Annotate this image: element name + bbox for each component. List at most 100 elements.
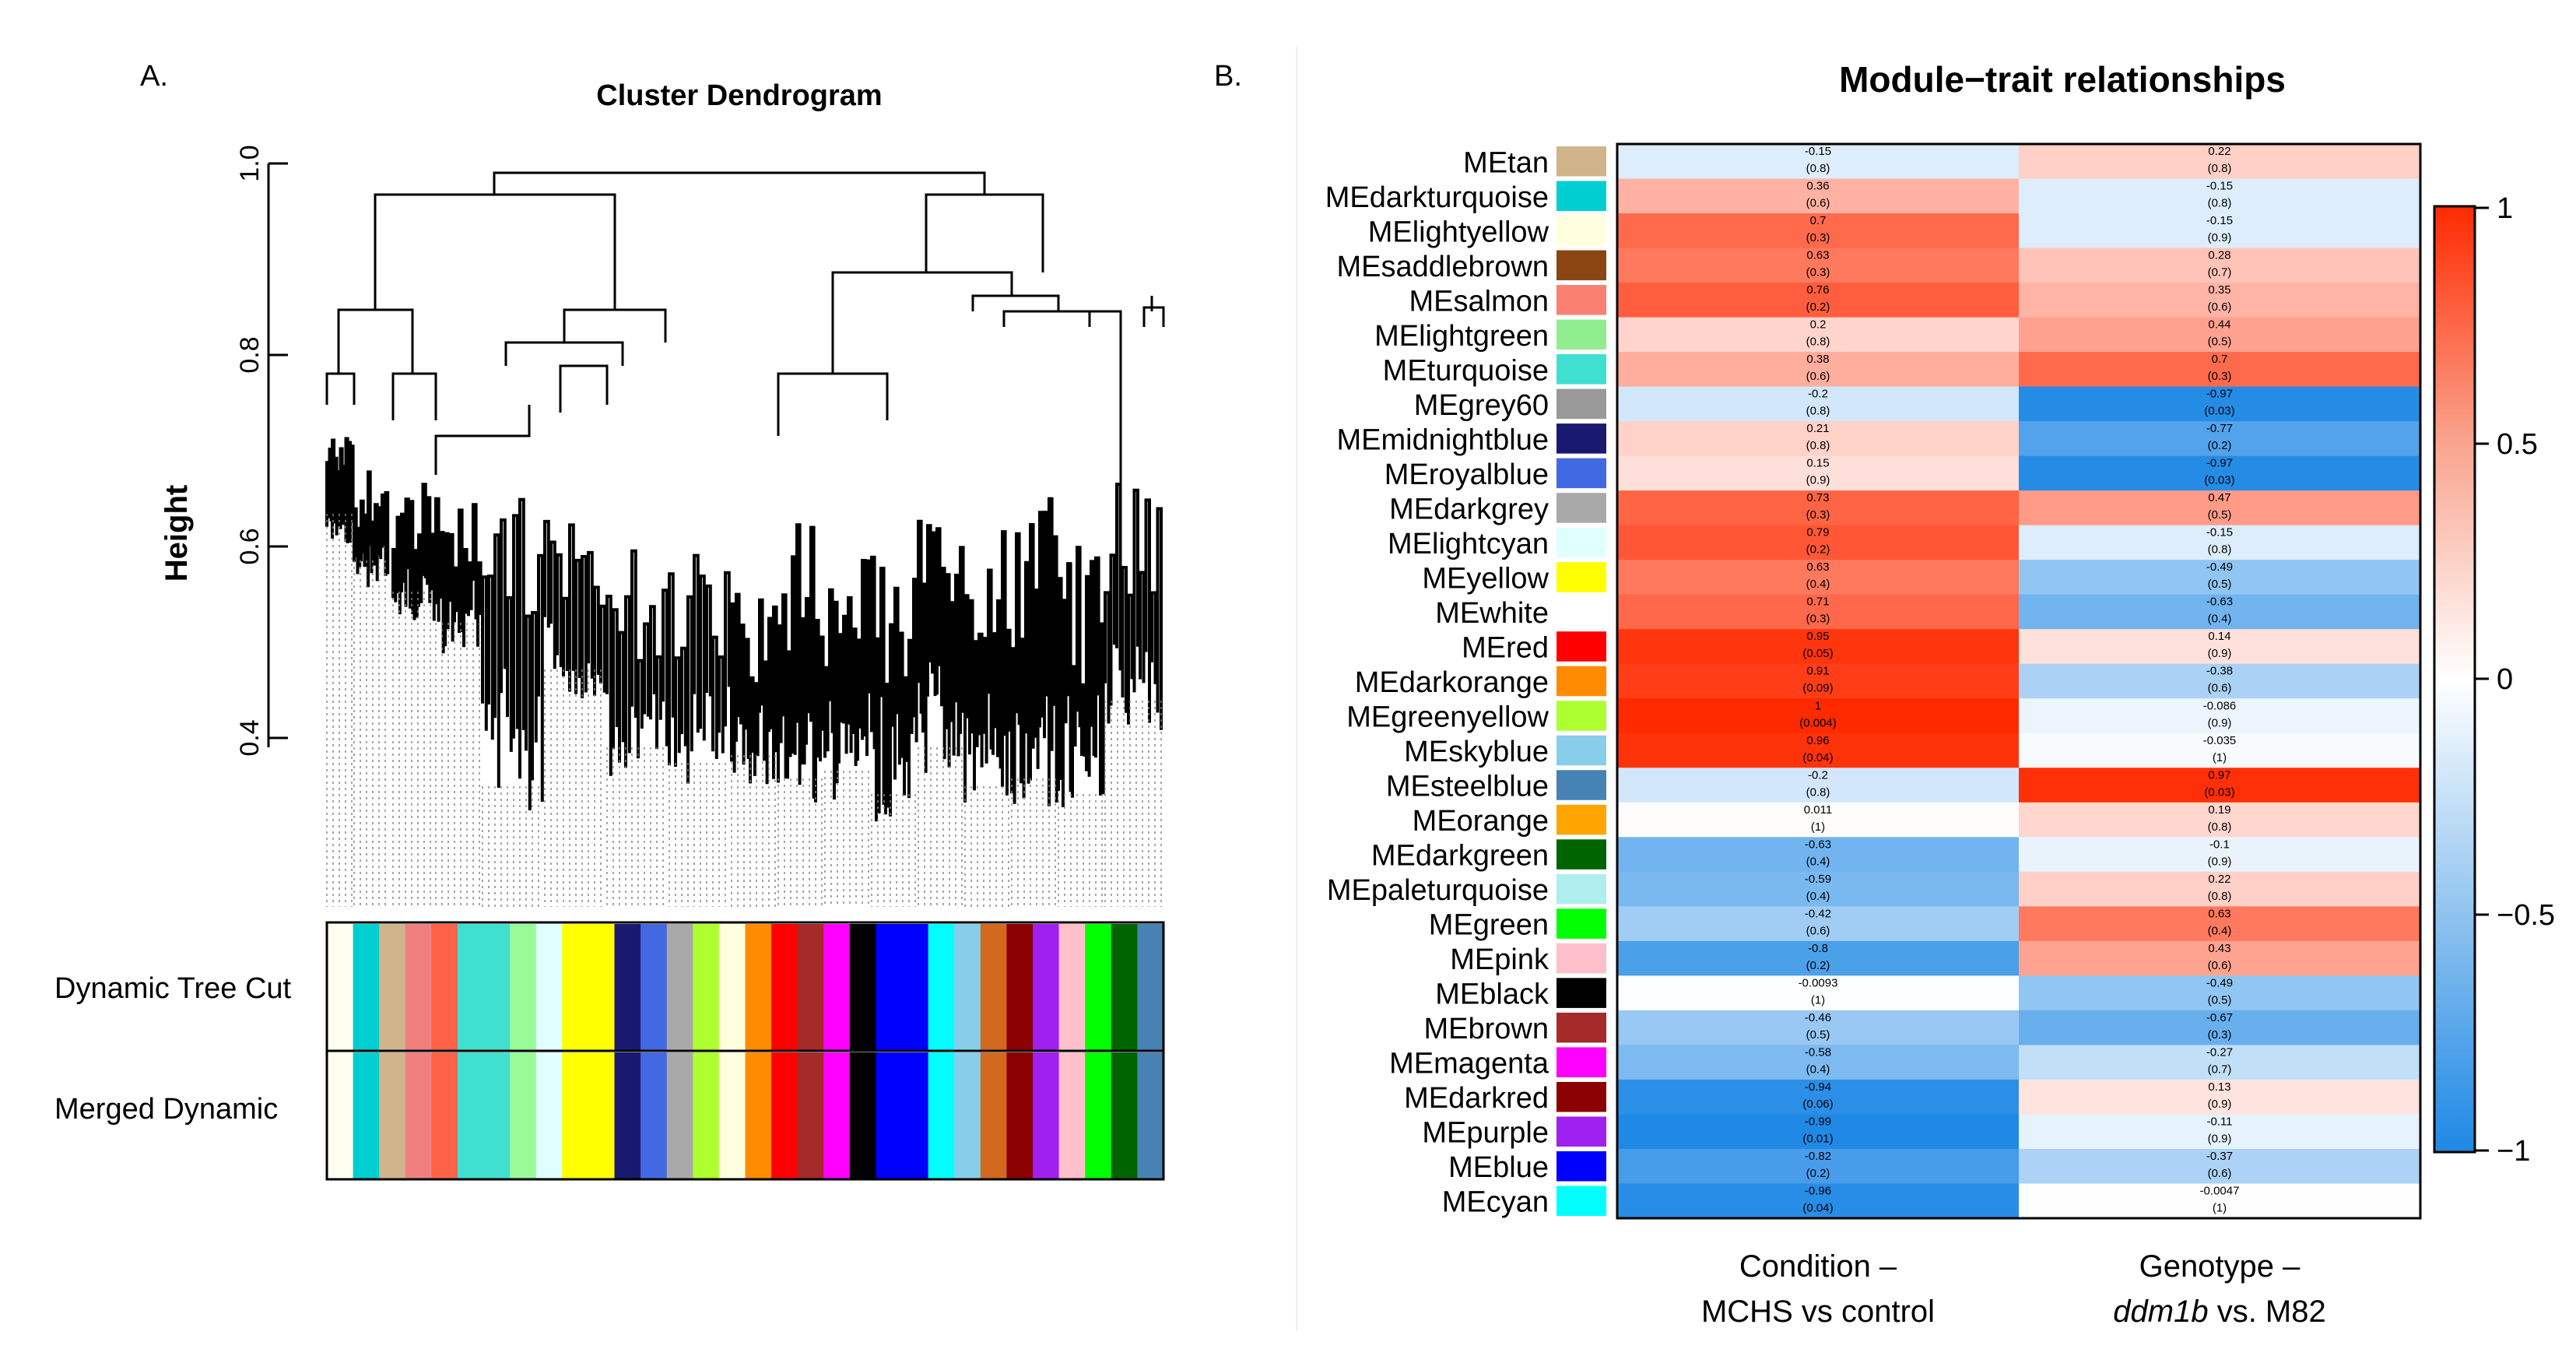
dendrogram-leaf-drops (1011, 778, 1056, 907)
dendrogram-leaf-cluster (543, 519, 606, 698)
p-value: (0.3) (2208, 1028, 2232, 1042)
color-scale-bar (2433, 205, 2476, 1154)
merged-color-segment (431, 1052, 458, 1179)
heatmap-row: MElightcyan 0.79 (0.2) -0.15 (0.8) (1388, 525, 2420, 560)
correlation-value: 0.73 (1806, 491, 1829, 504)
p-value: (0.3) (2208, 370, 2232, 383)
correlation-value: 0.38 (1806, 353, 1829, 366)
p-value: (0.004) (1799, 716, 1837, 729)
merged-color-segment (353, 1052, 380, 1179)
correlation-value: 0.011 (1804, 803, 1832, 817)
merged-color-segment (1006, 1052, 1034, 1179)
dendrogram-leaf-cluster (870, 555, 918, 822)
dendrogram-leaf-drops (392, 592, 431, 907)
module-color-bars (325, 921, 1165, 1181)
correlation-value: 0.95 (1806, 630, 1829, 643)
tree-cut-color-segment (614, 924, 641, 1050)
tree-cut-color-segment (718, 924, 746, 1050)
correlation-value: -0.58 (1805, 1045, 1831, 1059)
heatmap-cell (2019, 248, 2420, 283)
tree-cut-color-segment (1006, 924, 1034, 1050)
correlation-value: -0.38 (2206, 665, 2233, 678)
module-swatch (1556, 701, 1606, 731)
p-value: (0.7) (2208, 1063, 2232, 1076)
module-swatch (1556, 908, 1606, 939)
p-value: (1) (1811, 993, 1825, 1006)
module-swatch (1556, 423, 1606, 454)
merged-color-segment (718, 1052, 746, 1179)
module-swatch (1556, 873, 1606, 905)
dendrogram-leaf-drops (435, 623, 480, 907)
p-value: (0.6) (2208, 959, 2232, 972)
module-label: MEyellow (1422, 562, 1549, 595)
merged-color-segment (379, 1052, 406, 1179)
module-label: MEred (1462, 631, 1549, 664)
correlation-value: 0.28 (2208, 249, 2230, 262)
heatmap-cell (2019, 975, 2420, 1011)
tree-cut-color-segment (954, 924, 981, 1050)
dendrogram-leaf-drops (606, 747, 664, 907)
correlation-value: -0.97 (2206, 388, 2233, 401)
dendrogram-leaf-drops (669, 763, 726, 907)
module-label: MElightcyan (1388, 528, 1549, 560)
dendrogram-leaf-drops (731, 755, 776, 907)
heatmap-cell (2019, 1183, 2420, 1219)
panel-a-label: A. (140, 60, 168, 93)
p-value: (0.5) (2208, 578, 2232, 591)
tree-cut-color-segment (1111, 924, 1139, 1050)
module-swatch (1556, 181, 1606, 212)
correlation-value: -0.49 (2206, 560, 2233, 574)
column-label-condition: Condition – (1739, 1249, 1897, 1284)
heatmap-row: MEbrown -0.46 (0.5) -0.67 (0.3) (1424, 1010, 2420, 1045)
heatmap-cell (2019, 837, 2420, 873)
heatmap-cell (2019, 768, 2420, 803)
correlation-value: -0.2 (1808, 388, 1828, 401)
correlation-value: 0.7 (2212, 353, 2228, 366)
tree-cut-color-segment (849, 924, 877, 1050)
heatmap-cell (1617, 594, 2019, 630)
correlation-value: -0.15 (2206, 526, 2233, 539)
p-value: (0.7) (2208, 266, 2232, 279)
tree-cut-color-segment (535, 924, 563, 1050)
heatmap-cell (1617, 421, 2019, 457)
heatmap-cell (2019, 1079, 2420, 1115)
p-value: (1) (2213, 751, 2227, 764)
module-swatch (1556, 562, 1606, 592)
module-label: MEroyalblue (1385, 458, 1549, 491)
heatmap-cell (2019, 386, 2420, 422)
p-value: (0.6) (1806, 197, 1830, 210)
heatmap-cell (2019, 629, 2420, 665)
heatmap-row: MEdarkturquoise 0.36 (0.6) -0.15 (0.8) (1325, 178, 2420, 214)
correlation-value: -0.49 (2206, 976, 2233, 989)
p-value: (0.9) (2208, 647, 2232, 660)
heatmap-row: MElightyellow 0.7 (0.3) -0.15 (0.9) (1368, 213, 2420, 248)
heatmap-row: MEtan -0.15 (0.8) 0.22 (0.8) (1463, 144, 2420, 179)
p-value: (0.8) (2208, 543, 2232, 557)
p-value: (0.03) (2204, 474, 2234, 487)
correlation-value: 0.7 (1810, 214, 1827, 227)
module-label: MEwhite (1435, 597, 1549, 630)
heatmap-cell (1617, 837, 2019, 873)
module-label: MEdarkgrey (1389, 493, 1549, 525)
correlation-value: 1 (1815, 699, 1821, 712)
heatmap-cell (2019, 1148, 2420, 1184)
heatmap-cell (1617, 248, 2019, 283)
heatmap-cell (1617, 802, 2019, 838)
tree-cut-color-segment (928, 924, 955, 1050)
p-value: (0.3) (1806, 266, 1830, 279)
heatmap-cell (2019, 802, 2420, 838)
dendrogram-leaf-cluster (605, 549, 669, 776)
p-value: (0.6) (2208, 682, 2232, 695)
correlation-value: 0.36 (1806, 180, 1829, 193)
merged-color-segment (928, 1052, 955, 1179)
scale-tick-label: −1 (2497, 1135, 2530, 1168)
module-label: MEdarkred (1404, 1082, 1549, 1115)
heatmap-cell (2019, 525, 2420, 560)
heatmap-row: MEpurple -0.99 (0.01) -0.11 (0.9) (1422, 1114, 2420, 1150)
dendrogram-title: Cluster Dendrogram (596, 79, 882, 112)
merged-color-segment (954, 1052, 981, 1179)
heatmap-row: MEturquoise 0.38 (0.6) 0.7 (0.3) (1383, 352, 2420, 387)
correlation-value: 0.15 (1806, 457, 1829, 470)
p-value: (0.8) (1806, 785, 1830, 799)
merged-color-segment (510, 1052, 537, 1179)
